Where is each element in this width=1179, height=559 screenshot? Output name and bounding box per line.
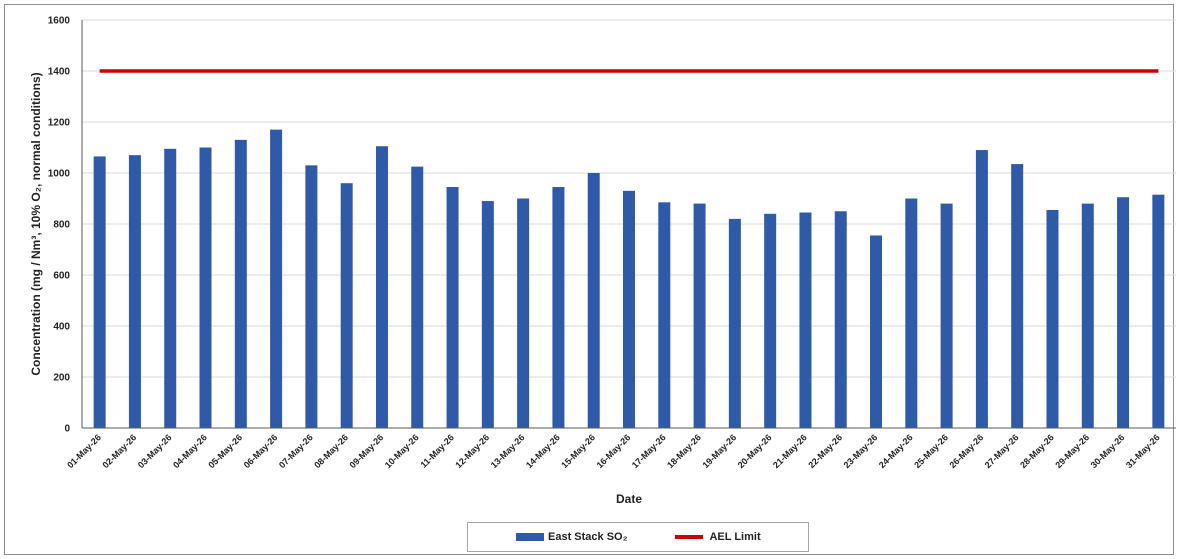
legend-swatch-line (675, 535, 704, 539)
bar (1117, 197, 1130, 428)
y-tick-label: 1200 (48, 118, 71, 129)
x-tick-label: 28-May-26 (1018, 432, 1056, 470)
legend-item-limit: AEL Limit (675, 531, 761, 543)
bar-layer (93, 129, 1165, 429)
bar (1152, 194, 1165, 428)
y-tick-label: 1000 (48, 169, 71, 180)
legend: East Stack SO₂ AEL Limit (467, 522, 809, 552)
y-tick-label: 600 (53, 271, 70, 282)
x-tick-label: 07-May-26 (277, 432, 315, 470)
x-tick-label: 15-May-26 (559, 432, 597, 470)
x-tick-label: 05-May-26 (206, 432, 244, 470)
x-tick-label: 24-May-26 (877, 432, 915, 470)
x-tick-label: 18-May-26 (665, 432, 703, 470)
bar (764, 213, 777, 428)
x-tick-label: 04-May-26 (171, 432, 209, 470)
x-tick-label: 14-May-26 (524, 432, 562, 470)
bar (975, 150, 988, 429)
bar (1046, 209, 1059, 428)
legend-swatch-bar (516, 533, 544, 541)
bar (234, 139, 247, 428)
bar (799, 212, 812, 428)
x-tick-label: 06-May-26 (242, 432, 280, 470)
y-tick-label: 0 (64, 424, 70, 435)
bar (375, 146, 388, 428)
x-tick-label: 13-May-26 (489, 432, 527, 470)
x-tick-label: 17-May-26 (630, 432, 668, 470)
bar (905, 198, 918, 428)
x-axis-title: Date (616, 492, 642, 506)
y-tick-label: 800 (53, 220, 70, 231)
bar (728, 218, 741, 428)
x-tick-label: 10-May-26 (383, 432, 421, 470)
x-tick-label: 23-May-26 (842, 432, 880, 470)
x-tick-label: 26-May-26 (947, 432, 985, 470)
bar (1011, 164, 1024, 428)
bar (199, 147, 212, 428)
x-tick-label: 27-May-26 (983, 432, 1021, 470)
bar (481, 201, 494, 428)
legend-label-east-stack: East Stack SO₂ (548, 531, 628, 543)
bar (552, 187, 565, 428)
bar (658, 202, 671, 428)
y-tick-label: 200 (53, 373, 70, 384)
x-tick-label: 21-May-26 (771, 432, 809, 470)
legend-label-ael-limit: AEL Limit (709, 531, 761, 543)
x-tick-label: 22-May-26 (806, 432, 844, 470)
bar (517, 198, 530, 428)
bar (834, 211, 847, 428)
legend-item-bars: East Stack SO₂ (516, 531, 627, 543)
x-tick-label: 19-May-26 (700, 432, 738, 470)
x-tick-label: 03-May-26 (136, 432, 174, 470)
x-tick-label: 25-May-26 (912, 432, 950, 470)
y-axis-title: Concentration (mg / Nm³, 10% O₂, normal … (29, 72, 43, 375)
bar (270, 129, 283, 428)
x-tick-label: 30-May-26 (1089, 432, 1127, 470)
x-tick-label: 31-May-26 (1124, 432, 1162, 470)
x-tick-label: 01-May-26 (65, 432, 103, 470)
bar (164, 148, 177, 428)
bar (93, 156, 106, 429)
bar (693, 203, 706, 428)
y-tick-label: 400 (53, 322, 70, 333)
bar (446, 187, 459, 428)
bar (940, 203, 953, 428)
bar (340, 183, 353, 428)
x-tick-label: 09-May-26 (348, 432, 386, 470)
bar (128, 155, 141, 428)
x-tick-label: 20-May-26 (736, 432, 774, 470)
bar (411, 166, 424, 428)
bar (587, 173, 600, 428)
bar (1081, 203, 1094, 428)
y-tick-label: 1400 (48, 67, 71, 78)
x-tick-label: 08-May-26 (312, 432, 350, 470)
x-tick-label: 12-May-26 (453, 432, 491, 470)
x-tick-label: 29-May-26 (1053, 432, 1091, 470)
y-tick-label: 1600 (48, 16, 71, 27)
bar (623, 190, 635, 428)
bar (305, 165, 318, 428)
x-tick-label: 11-May-26 (418, 432, 455, 469)
x-tick-label: 02-May-26 (100, 432, 138, 470)
axis-layer: 0 200 400 600 800 1000 1200 1400 1600 01-May-2602… (48, 16, 1176, 470)
x-tick-label: 16-May-26 (595, 432, 633, 470)
bar (870, 235, 883, 428)
